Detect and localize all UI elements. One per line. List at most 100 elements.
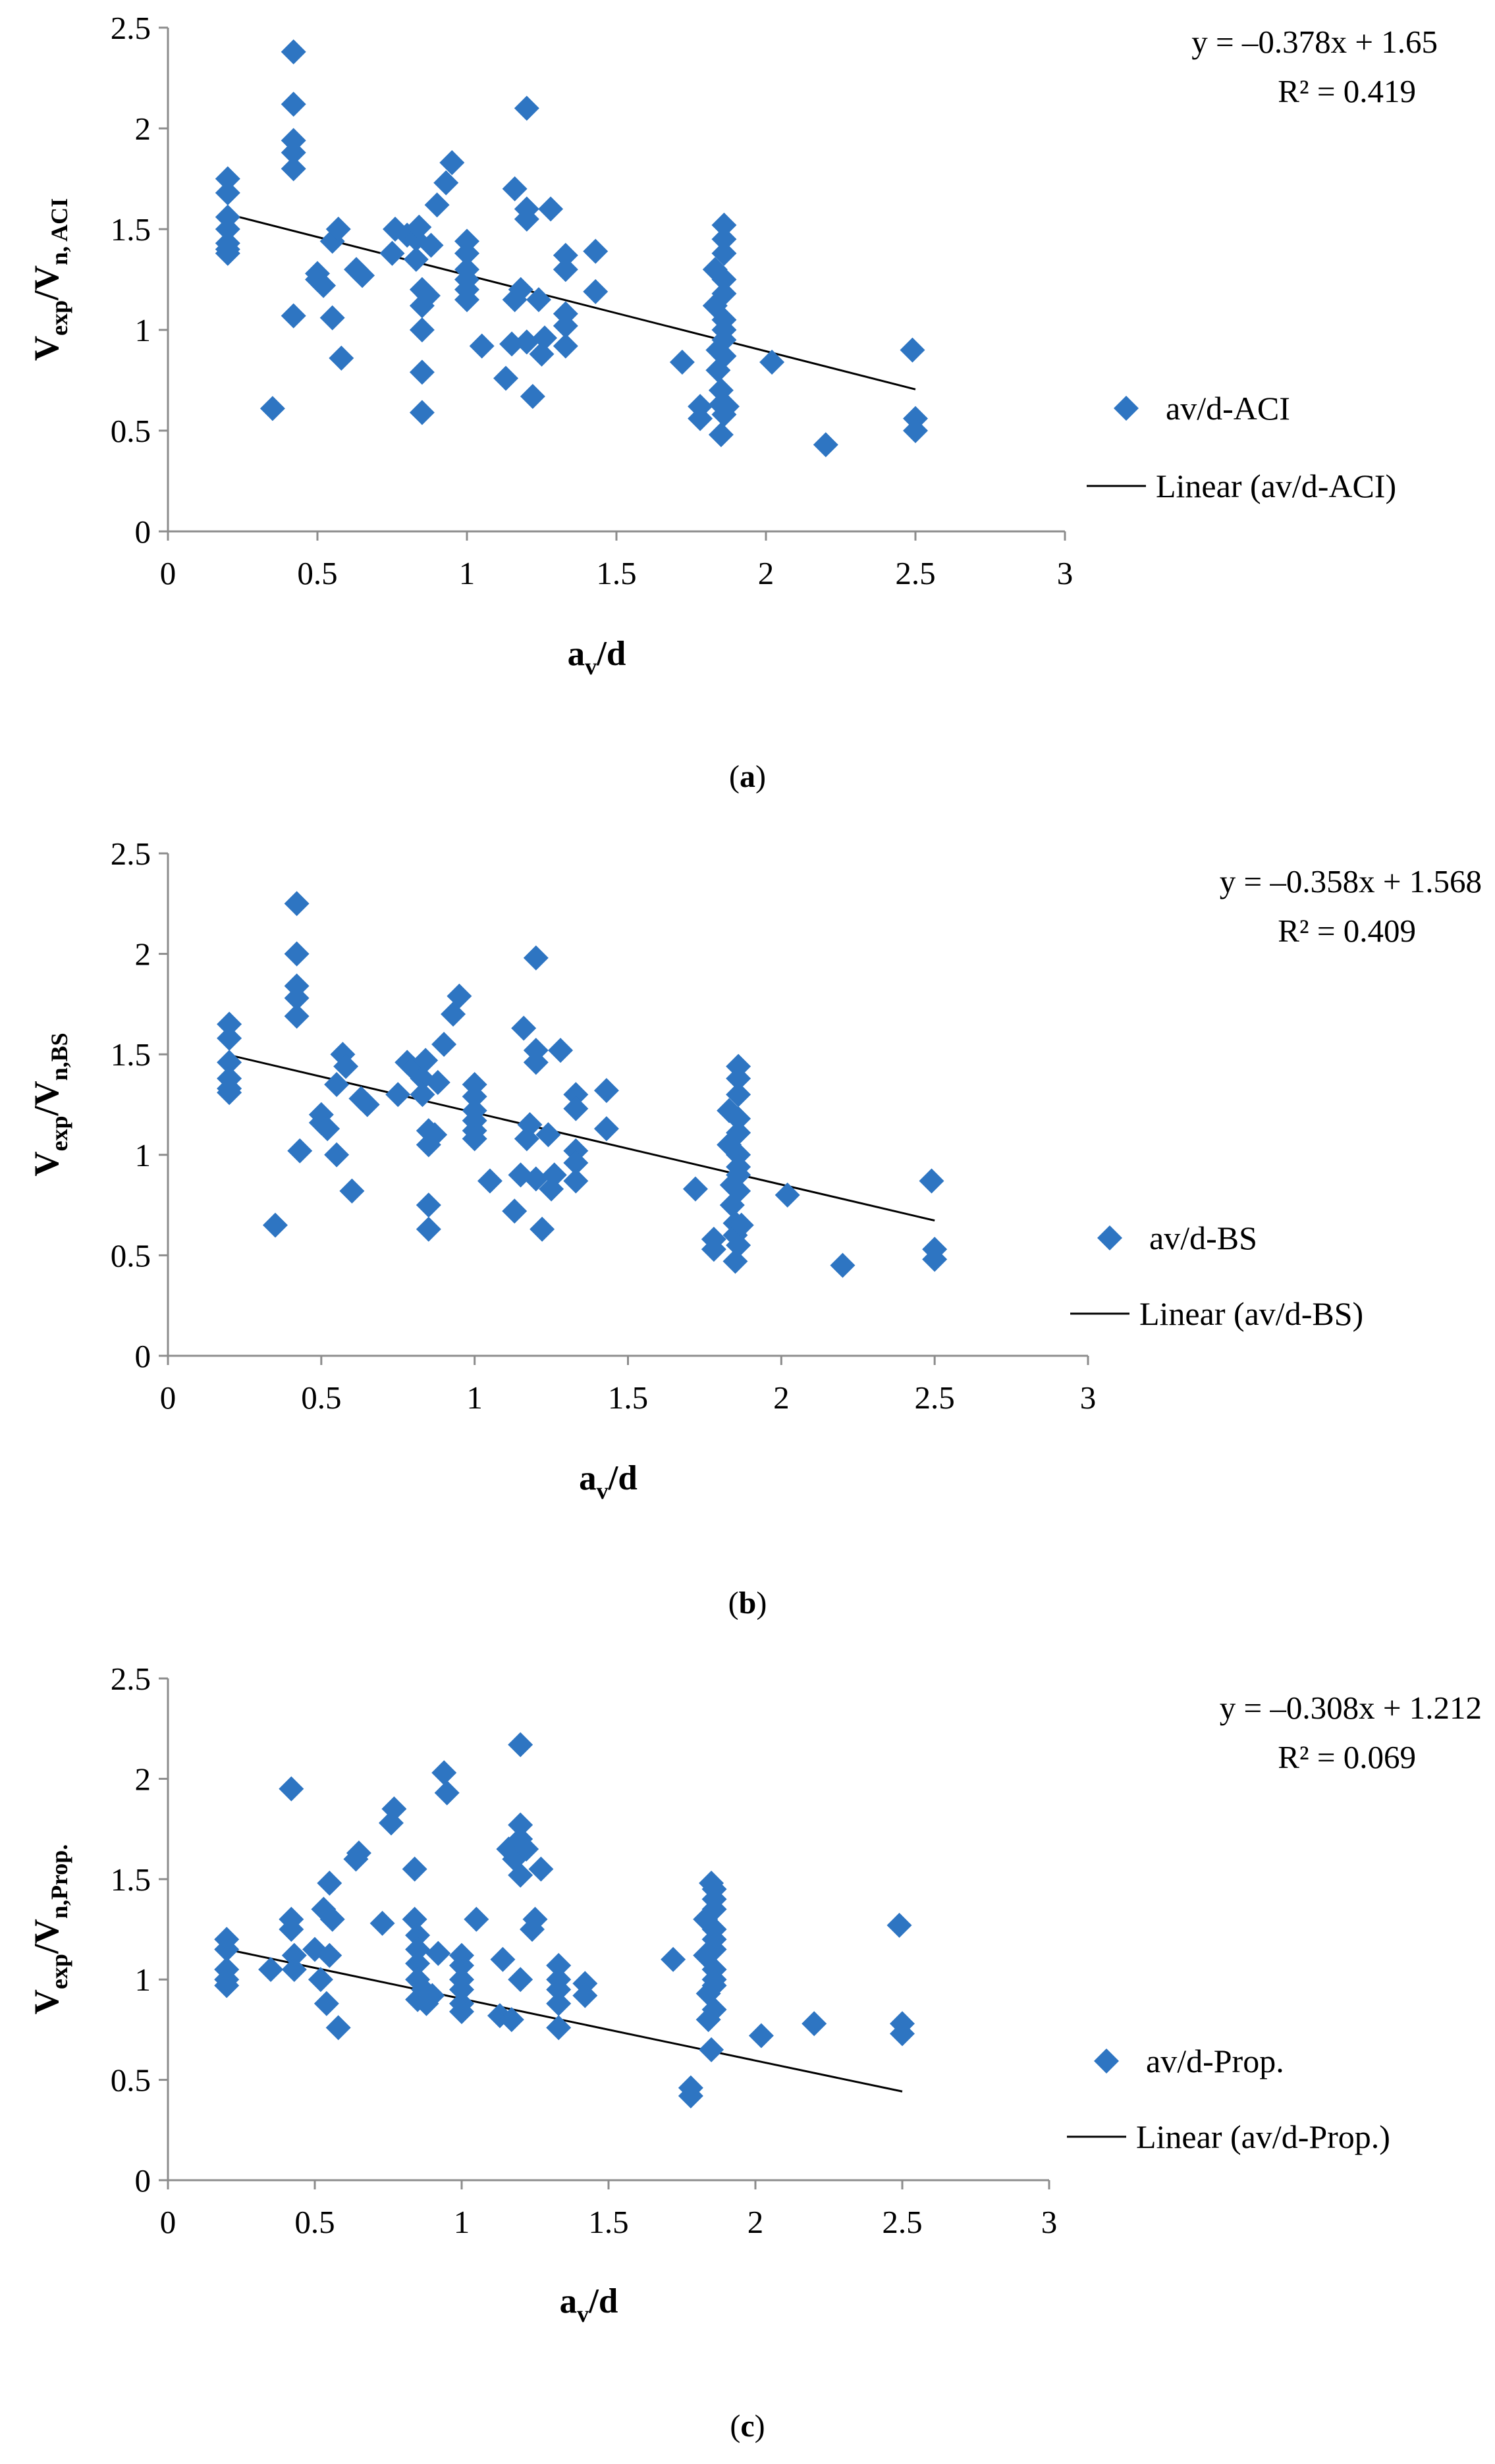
data-point [447, 983, 472, 1009]
data-point [711, 240, 737, 266]
x-tick-label: 2.5 [882, 2204, 922, 2240]
data-point [708, 422, 734, 448]
data-point [514, 95, 539, 121]
data-point [514, 1836, 539, 1862]
legend-series-label: av/d-BS [1149, 1219, 1257, 1256]
data-point [381, 1796, 407, 1822]
data-point [402, 1906, 427, 1932]
data-point [259, 396, 285, 421]
data-point [714, 394, 740, 419]
data-point [425, 1069, 450, 1095]
data-point [402, 1856, 427, 1882]
data-point [711, 327, 737, 353]
data-point [449, 1977, 474, 2002]
data-point [535, 1122, 561, 1148]
data-point [522, 1906, 548, 1932]
x-tick-label: 3 [1041, 2204, 1058, 2240]
data-point [217, 1080, 242, 1106]
r-squared: R² = 0.409 [1278, 913, 1416, 949]
data-point [528, 1856, 554, 1882]
data-point [886, 1912, 912, 1938]
data-point [502, 1198, 528, 1224]
data-point [409, 400, 435, 425]
data-point [214, 1973, 240, 1998]
data-point [284, 985, 310, 1011]
data-point [711, 343, 737, 369]
y-tick-label: 2.5 [111, 10, 151, 46]
y-tick-label: 1 [135, 1137, 151, 1173]
data-point [409, 317, 435, 342]
data-point [701, 1973, 727, 1998]
data-point [530, 1216, 555, 1242]
data-point [215, 217, 240, 242]
data-point [405, 1923, 431, 1948]
y-tick-label: 2.5 [111, 1661, 151, 1697]
data-point [508, 1732, 533, 1757]
data-point [701, 1896, 727, 1922]
data-point [526, 287, 551, 313]
data-point [890, 2021, 915, 2047]
data-point [726, 1162, 751, 1188]
data-point [418, 232, 444, 258]
data-point [499, 331, 525, 357]
data-point [514, 206, 539, 232]
data-point [669, 349, 695, 375]
data-point [508, 1862, 533, 1888]
data-point [279, 1776, 304, 1802]
data-point [281, 303, 306, 329]
data-point [413, 1048, 439, 1073]
data-point [339, 1178, 365, 1204]
data-point [454, 287, 479, 313]
legend-trend-label: Linear (av/d-Prop.) [1136, 2118, 1390, 2155]
data-point [726, 1106, 751, 1131]
data-point [262, 1212, 288, 1238]
data-point [499, 2007, 524, 2033]
data-point [346, 1840, 371, 1866]
x-tick-label: 1 [466, 1379, 483, 1416]
data-point [701, 1237, 726, 1262]
data-point [830, 1252, 856, 1278]
y-tick-label: 1 [135, 312, 151, 348]
data-point [313, 1991, 339, 2016]
data-point [508, 1967, 533, 1993]
data-point [308, 1967, 333, 1993]
data-point [281, 1942, 307, 1968]
data-point [422, 1122, 448, 1148]
y-axis-label: Vexp/Vn,BS [28, 1032, 72, 1176]
legend-marker [1097, 1225, 1122, 1250]
trendline [226, 1948, 903, 2093]
data-point [325, 217, 351, 242]
data-point [711, 212, 737, 238]
data-point [354, 1092, 380, 1117]
data-point [511, 1015, 537, 1041]
data-point [325, 2015, 351, 2041]
y-tick-label: 1.5 [111, 211, 151, 248]
data-point [350, 263, 375, 288]
data-point [279, 1917, 304, 1942]
chart-panel-a: 0 0.5 1 1.5 2 2.5 0 0.5 1 1.5 2 2.5 3 y = –0.378x + 1… [28, 10, 1438, 794]
data-point [493, 365, 519, 391]
data-point [813, 432, 838, 458]
data-point [922, 1246, 948, 1272]
x-tick-label: 2 [758, 555, 775, 591]
r-squared: R² = 0.419 [1278, 73, 1416, 109]
y-tick-label: 0 [135, 514, 151, 550]
y-tick-label: 0.5 [111, 2062, 151, 2099]
data-point [284, 891, 310, 917]
data-point [682, 1176, 708, 1202]
data-point [508, 277, 533, 302]
data-point [572, 1983, 598, 2008]
data-point [919, 1168, 944, 1194]
x-tick-label: 2.5 [895, 555, 935, 591]
data-point [726, 1082, 751, 1108]
data-point [217, 1011, 242, 1037]
panel-caption: (b) [728, 1586, 767, 1620]
data-point [563, 1096, 589, 1121]
data-point [281, 156, 306, 182]
legend-trend-label: Linear (av/d-BS) [1139, 1295, 1363, 1332]
data-point [523, 1050, 549, 1075]
data-point [215, 180, 240, 205]
data-point [449, 1998, 474, 2024]
data-point [532, 325, 558, 351]
data-point [215, 166, 240, 192]
